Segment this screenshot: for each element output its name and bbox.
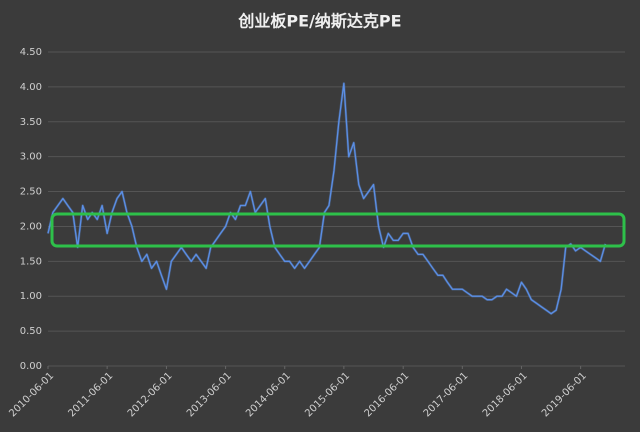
y-tick-label: 0.50: [20, 326, 42, 337]
y-tick-label: 3.00: [20, 152, 42, 163]
y-tick-label: 1.00: [20, 291, 42, 302]
series-line: [47, 82, 607, 315]
y-tick-label: 3.50: [20, 117, 42, 128]
y-tick-label: 4.50: [20, 47, 42, 58]
y-tick-label: 2.00: [20, 221, 42, 232]
y-tick-label: 0.00: [20, 361, 42, 372]
chart-title: 创业板PE/纳斯达克PE: [237, 12, 401, 31]
y-tick-label: 1.50: [20, 256, 42, 267]
highlight-box: [50, 212, 626, 248]
y-tick-label: 2.50: [20, 187, 42, 198]
y-tick-label: 4.00: [20, 82, 42, 93]
